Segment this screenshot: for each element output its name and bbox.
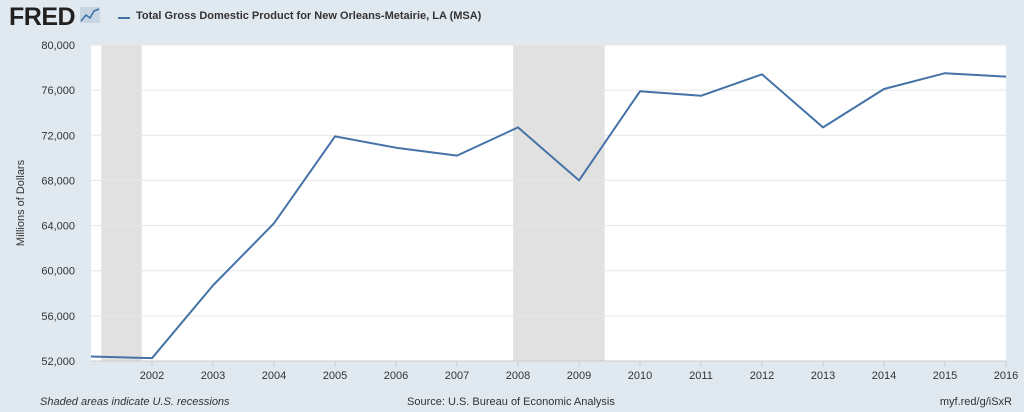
recession-band	[101, 45, 142, 361]
recession-band	[513, 45, 605, 361]
data-point	[578, 179, 580, 181]
x-tick-label: 2009	[567, 370, 591, 382]
x-tick-label: 2008	[506, 370, 530, 382]
y-tick-label: 80,000	[41, 40, 75, 52]
fred-graph-icon	[80, 7, 100, 23]
y-tick-label: 72,000	[41, 130, 75, 142]
data-point	[639, 90, 641, 92]
data-point	[1005, 76, 1007, 78]
x-tick-label: 2006	[384, 370, 408, 382]
x-tick-label: 2003	[201, 370, 225, 382]
y-tick-label: 52,000	[41, 356, 75, 368]
data-point	[395, 147, 397, 149]
data-point	[761, 73, 763, 75]
series-line	[90, 72, 1007, 360]
data-point	[700, 95, 702, 97]
recession-note: Shaded areas indicate U.S. recessions	[40, 396, 230, 408]
data-point	[151, 357, 153, 359]
y-tick-label: 68,000	[41, 175, 75, 187]
data-point	[212, 284, 214, 286]
x-tick-label: 2011	[689, 370, 713, 382]
data-point	[273, 222, 275, 224]
x-tick-label: 2010	[628, 370, 652, 382]
x-tick-label: 2016	[994, 370, 1018, 382]
data-point	[456, 155, 458, 157]
x-tick-label: 2002	[140, 370, 164, 382]
x-tick-label: 2007	[445, 370, 469, 382]
x-tick-label: 2004	[262, 370, 286, 382]
chart-header: FRED Total Gross Domestic Product for Ne…	[0, 0, 1024, 36]
data-point	[822, 126, 824, 128]
data-point	[883, 88, 885, 90]
x-tick-label: 2015	[933, 370, 957, 382]
y-tick-label: 60,000	[41, 266, 75, 278]
y-tick-label: 64,000	[41, 221, 75, 233]
x-tick-label: 2005	[323, 370, 347, 382]
y-tick-label: 76,000	[41, 85, 75, 97]
x-tick-label: 2013	[811, 370, 835, 382]
x-tick-label: 2012	[750, 370, 774, 382]
source-note: Source: U.S. Bureau of Economic Analysis	[407, 396, 615, 408]
legend-label: Total Gross Domestic Product for New Orl…	[136, 10, 482, 22]
y-tick-label: 56,000	[41, 311, 75, 323]
short-link[interactable]: myf.red/g/iSxR	[939, 396, 1012, 408]
data-point	[944, 72, 946, 74]
x-tick-label: 2014	[872, 370, 896, 382]
data-point	[517, 126, 519, 128]
legend-swatch	[118, 17, 130, 19]
y-axis-label: Millions of Dollars	[15, 159, 27, 246]
data-point	[334, 135, 336, 137]
fred-logo[interactable]: FRED	[9, 3, 76, 31]
data-point	[90, 355, 92, 357]
